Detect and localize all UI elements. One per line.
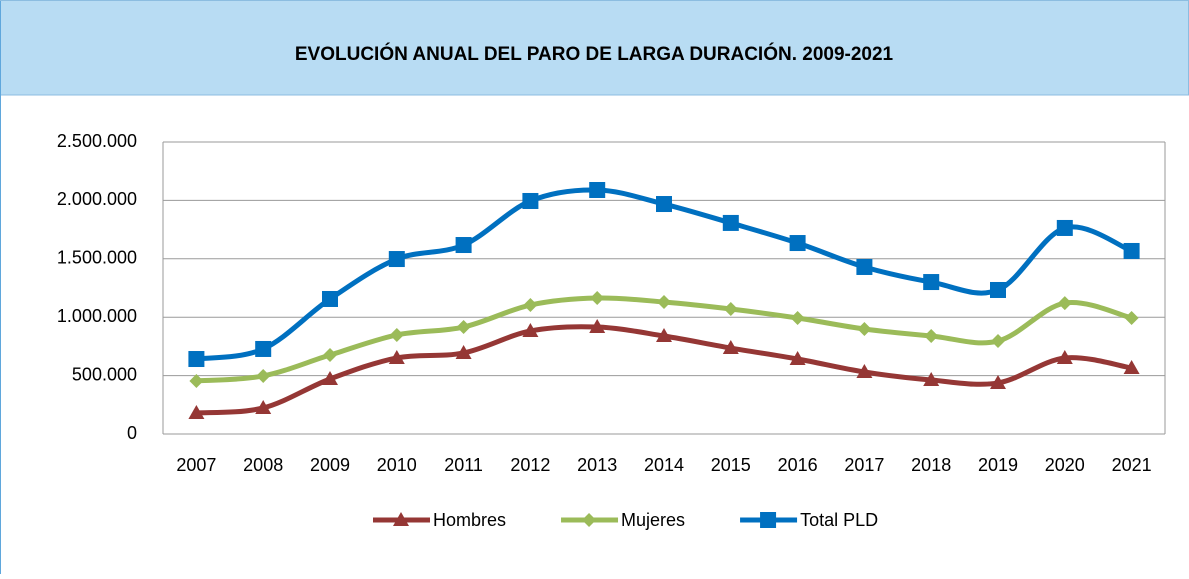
marker <box>722 340 739 355</box>
marker <box>455 344 472 359</box>
marker <box>456 320 471 335</box>
marker <box>856 258 873 275</box>
legend-label: Total PLD <box>800 510 878 530</box>
marker <box>388 251 405 268</box>
marker <box>582 513 597 527</box>
x-tick-label: 2010 <box>377 455 417 475</box>
marker <box>656 328 672 343</box>
marker <box>722 214 739 231</box>
x-tick-label: 2011 <box>444 455 483 475</box>
y-tick-label: 1.000.000 <box>57 306 137 326</box>
legend-label: Hombres <box>433 510 506 530</box>
marker <box>523 298 538 313</box>
marker <box>322 290 338 307</box>
marker <box>522 322 539 337</box>
marker <box>189 373 204 388</box>
marker <box>723 302 738 317</box>
marker <box>1056 219 1073 236</box>
chart-title: EVOLUCIÓN ANUAL DEL PARO DE LARGA DURACI… <box>295 43 894 65</box>
marker <box>1057 296 1072 311</box>
marker <box>589 182 606 199</box>
marker <box>188 351 205 368</box>
marker <box>923 274 940 291</box>
y-tick-label: 2.000.000 <box>57 189 137 209</box>
marker <box>188 404 205 419</box>
marker <box>590 291 605 306</box>
legend-label: Mujeres <box>621 510 685 530</box>
marker <box>657 295 671 310</box>
marker <box>991 334 1005 349</box>
y-tick-label: 500.000 <box>72 364 137 384</box>
marker <box>1123 242 1140 259</box>
marker <box>256 368 271 383</box>
marker <box>388 349 405 364</box>
marker <box>656 196 672 213</box>
x-tick-label: 2012 <box>510 455 550 475</box>
x-tick-label: 2015 <box>711 455 751 475</box>
x-tick-label: 2007 <box>176 455 216 475</box>
x-tick-label: 2021 <box>1112 455 1152 475</box>
marker <box>923 372 940 387</box>
marker <box>924 329 939 344</box>
marker <box>1123 360 1140 375</box>
x-tick-label: 2013 <box>577 455 617 475</box>
marker <box>990 281 1006 298</box>
y-tick-label: 1.500.000 <box>57 248 137 268</box>
x-tick-label: 2016 <box>778 455 818 475</box>
marker <box>857 321 872 336</box>
marker <box>789 235 806 252</box>
marker <box>1124 311 1139 326</box>
y-tick-label: 2.500.000 <box>57 131 137 151</box>
header-band <box>0 0 1189 95</box>
marker <box>589 319 606 334</box>
marker <box>323 348 337 363</box>
x-tick-label: 2017 <box>844 455 884 475</box>
x-tick-label: 2009 <box>310 455 350 475</box>
marker <box>255 399 272 414</box>
x-tick-label: 2014 <box>644 455 684 475</box>
marker <box>393 512 409 526</box>
marker <box>789 351 806 366</box>
marker <box>856 363 873 378</box>
x-tick-label: 2019 <box>978 455 1018 475</box>
x-tick-label: 2020 <box>1045 455 1085 475</box>
x-tick-label: 2018 <box>911 455 951 475</box>
marker <box>790 311 805 326</box>
marker <box>522 192 539 209</box>
marker <box>760 512 777 528</box>
marker <box>389 327 404 342</box>
marker <box>455 237 472 254</box>
marker <box>255 340 272 357</box>
marker <box>990 374 1006 389</box>
x-tick-label: 2008 <box>243 455 283 475</box>
marker <box>322 370 338 385</box>
marker <box>1056 349 1073 364</box>
y-tick-label: 0 <box>127 423 137 443</box>
